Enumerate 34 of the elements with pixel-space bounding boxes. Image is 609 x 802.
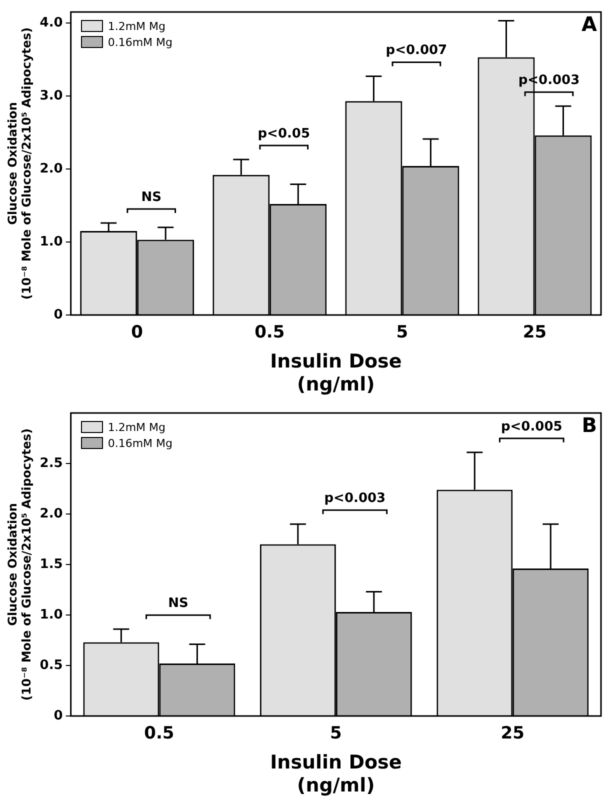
y-tick-label: 0 bbox=[54, 307, 63, 322]
legend-label: 0.16mM Mg bbox=[108, 36, 172, 48]
y-tick-label: 1.0 bbox=[40, 607, 63, 622]
y-axis-title: Glucose Oxidation (10⁻⁸ Mole of Glucose/2x10⁵ Adipocytes) bbox=[5, 428, 34, 701]
y-tick-label: 2.0 bbox=[40, 161, 63, 176]
annotation: NS bbox=[141, 190, 162, 205]
legend-label: 1.2mM Mg bbox=[108, 20, 166, 32]
y-tick-label: 0 bbox=[54, 708, 63, 724]
x-tick-label: 25 bbox=[522, 322, 547, 343]
y-tick-label: 1.0 bbox=[40, 234, 63, 250]
y-tick-label: 4.0 bbox=[40, 15, 63, 30]
legend-label: 1.2mM Mg bbox=[108, 420, 166, 434]
y-axis-title: Glucose Oxidation (10⁻⁸ Mole of Glucose/2x10⁵ Adipocytes) bbox=[5, 27, 34, 300]
x-axis-title: Insulin Dose (ng/ml) bbox=[270, 752, 402, 797]
x-tick-label: 0.5 bbox=[254, 322, 285, 343]
annotation: p<0.005 bbox=[500, 419, 562, 434]
x-tick-label: 25 bbox=[500, 724, 524, 744]
x-tick-label: 0.5 bbox=[144, 724, 174, 744]
x-axis-title: Insulin Dose (ng/ml) bbox=[270, 350, 402, 396]
y-tick-label: 3.0 bbox=[40, 88, 63, 104]
annotation: p<0.05 bbox=[258, 126, 310, 142]
legend-label: 0.16mM Mg bbox=[108, 436, 172, 450]
annotation: B bbox=[582, 413, 597, 438]
x-tick-label: 0 bbox=[131, 322, 144, 343]
x-tick-label: 5 bbox=[330, 724, 342, 744]
annotation: A bbox=[582, 12, 598, 36]
y-tick-label: 2.5 bbox=[40, 456, 63, 471]
annotation: NS bbox=[168, 596, 188, 612]
y-tick-label: 0.5 bbox=[40, 658, 63, 673]
y-tick-label: 2.0 bbox=[40, 506, 63, 522]
y-tick-label: 1.5 bbox=[40, 556, 63, 572]
annotation: p<0.007 bbox=[386, 43, 448, 58]
annotation: p<0.003 bbox=[324, 490, 386, 506]
x-tick-label: 5 bbox=[396, 322, 408, 343]
